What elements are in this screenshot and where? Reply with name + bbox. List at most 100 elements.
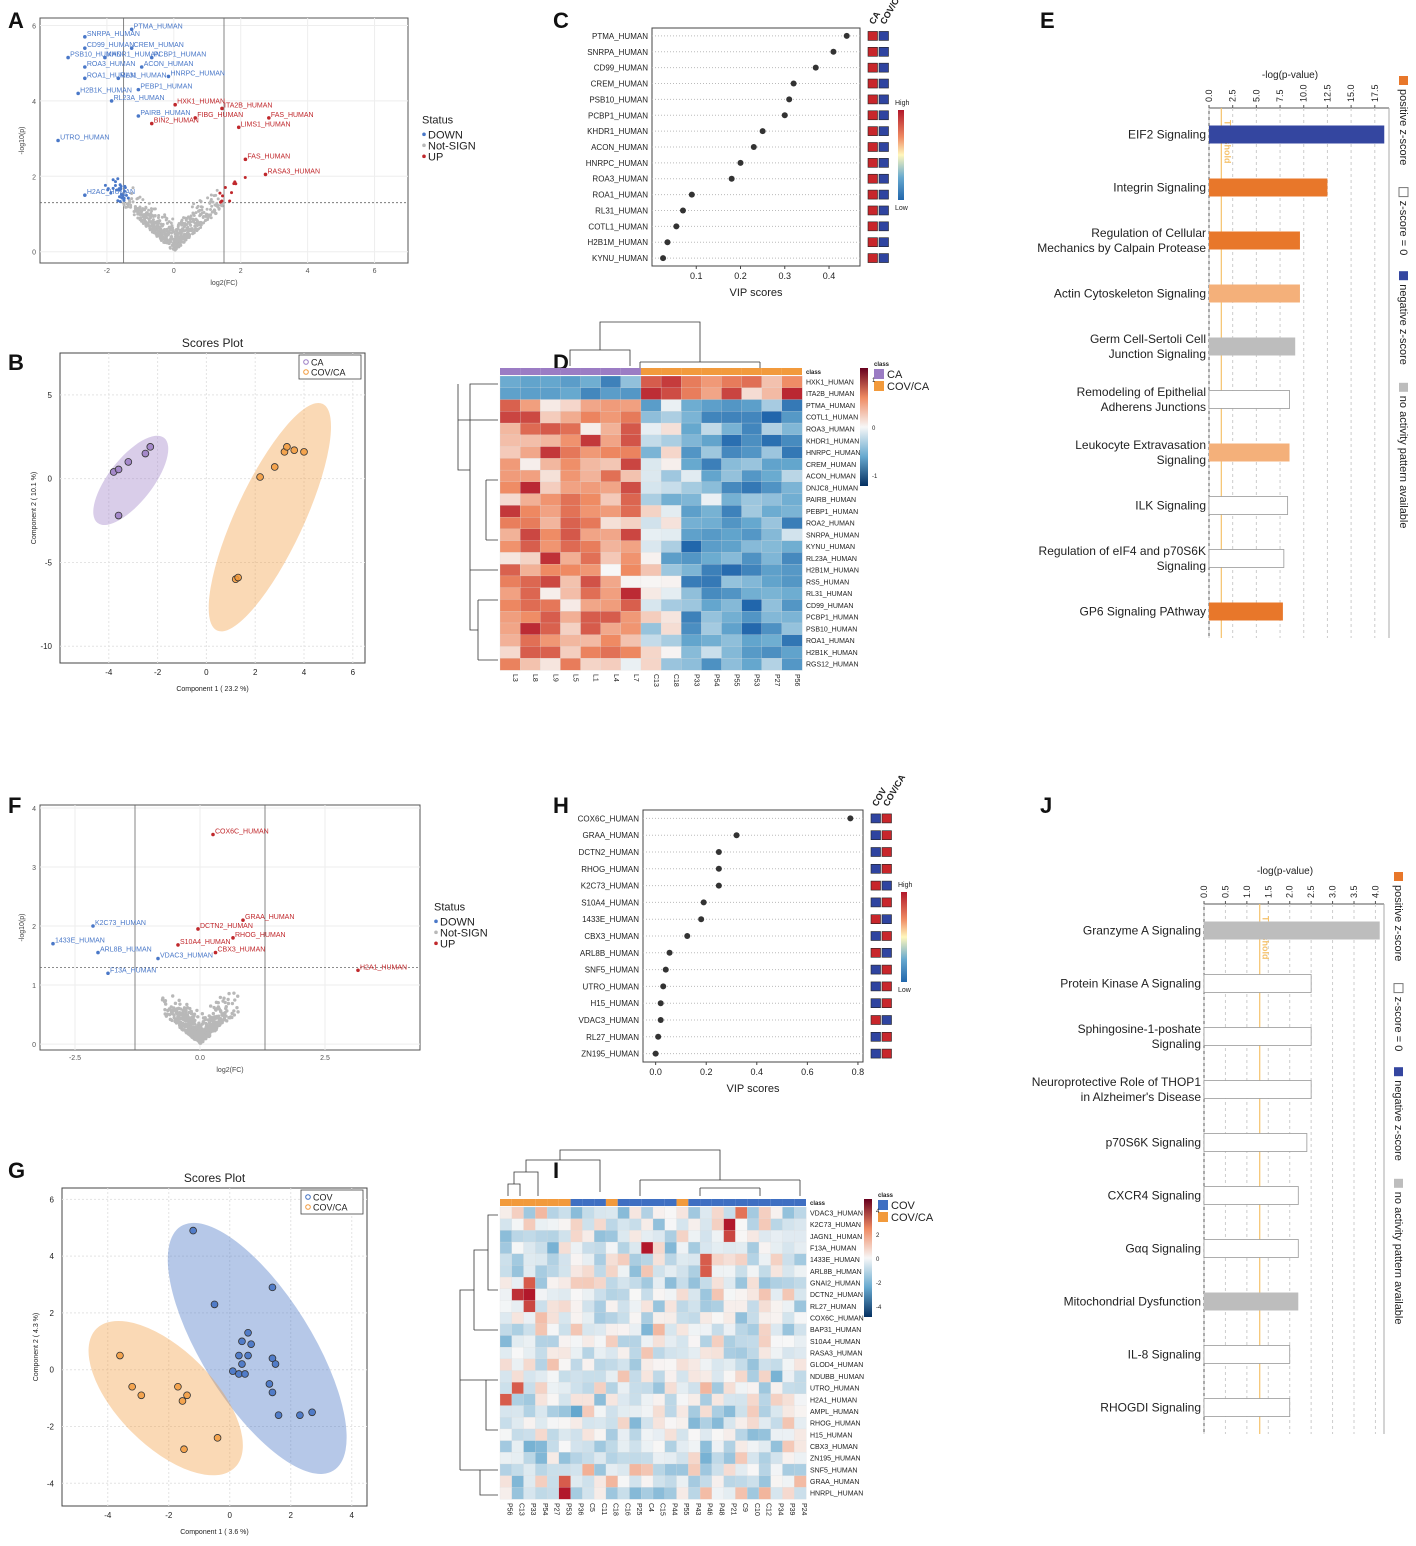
data-point [162, 240, 166, 244]
class-bar-cell [700, 1199, 712, 1206]
heatmap-cell [770, 1241, 783, 1255]
heatmap-cell [620, 434, 642, 447]
heatmap-cell [600, 399, 622, 412]
heatmap-cell [721, 387, 743, 400]
data-point [190, 1035, 194, 1039]
row-label: KHDR1_HUMAN [806, 438, 859, 445]
row-label: PCBP1_HUMAN [806, 615, 859, 622]
heatmap-cell [640, 469, 662, 483]
class-tile [870, 964, 881, 975]
heatmap-cell [617, 1475, 630, 1488]
score-point [234, 573, 242, 582]
heatmap-cell [558, 1311, 572, 1325]
heatmap-cell [558, 1347, 572, 1360]
heatmap-cell [758, 1218, 772, 1231]
x-tick-label: 0.0 [195, 1055, 205, 1062]
labeled-point [83, 35, 87, 39]
heatmap-cell [641, 1428, 654, 1442]
heatmap-cell [582, 1382, 595, 1395]
heatmap-cell [641, 1475, 654, 1488]
legend-marker [422, 132, 426, 137]
heatmap-cell [640, 646, 662, 659]
heatmap-cell [535, 1393, 548, 1406]
heatmap-cell [540, 493, 561, 506]
class-tile [881, 863, 892, 874]
heatmap-cell [723, 1276, 736, 1290]
heatmap-cell [681, 622, 702, 636]
color-scale-bar [864, 1199, 872, 1317]
heatmap-cell [640, 434, 662, 447]
heatmap-cell [741, 481, 763, 495]
heatmap-cell [794, 1323, 807, 1336]
row-label: ROA1_HUMAN [806, 638, 855, 645]
data-point [194, 1034, 199, 1039]
heatmap-cell [664, 1487, 677, 1500]
x-tick-label: 0.0 [649, 1067, 662, 1077]
x-tick-label: 2.5 [320, 1055, 330, 1062]
heatmap-cell [582, 1428, 595, 1442]
labeled-point [103, 55, 107, 60]
x-tick-label: 0 [204, 668, 209, 677]
heatmap-cell [523, 1206, 536, 1220]
category-label: GRAA_HUMAN [583, 831, 640, 840]
class-bar-cell [794, 1199, 806, 1206]
heatmap-cell [721, 516, 743, 530]
y-axis-label: Component 2 ( 10.1 %) [31, 472, 38, 544]
heatmap-cell [794, 1311, 807, 1325]
heatmap-cell [540, 516, 561, 530]
scale-tick-label: 2 [876, 1233, 880, 1239]
heatmap-cell [620, 528, 642, 542]
heatmap-cell [782, 1370, 795, 1383]
x-tick-label: 12.5 [1322, 84, 1332, 102]
heatmap-cell [699, 1440, 713, 1453]
heatmap-cell [770, 1265, 783, 1278]
heatmap-cell [782, 1300, 795, 1313]
heatmap-cell [499, 375, 521, 389]
class-bar-cell [781, 368, 802, 375]
column-label: L7 [632, 674, 639, 682]
column-label: P33 [692, 674, 699, 687]
heatmap-cell [721, 411, 743, 424]
heatmap-cell [605, 1452, 619, 1465]
heatmap-cell [652, 1347, 666, 1360]
heatmap-cell [660, 516, 682, 530]
heatmap-cell [794, 1276, 807, 1290]
data-point [115, 188, 119, 192]
heatmap-cell [701, 469, 722, 483]
pathway-label: RHOGDI Signaling [1100, 1401, 1201, 1415]
class-bar-cell [661, 368, 682, 375]
heatmap-cell [741, 658, 763, 671]
data-point [185, 223, 189, 227]
heatmap-cell [558, 1206, 572, 1220]
heatmap-cell [499, 552, 521, 565]
point-label: F13A_HUMAN [110, 967, 156, 974]
score-point [183, 1391, 191, 1400]
x-tick-label: 0.4 [823, 271, 836, 281]
heatmap-cell [620, 411, 642, 424]
heatmap-cell [594, 1475, 607, 1488]
class-tile [870, 914, 881, 925]
heatmap-cell [681, 611, 702, 624]
pathway-label: Adherens Junctions [1101, 400, 1206, 414]
heatmap-cell [721, 658, 743, 671]
heatmap-cell [600, 458, 622, 471]
heatmap-cell [660, 375, 682, 389]
heatmap-cell [523, 1358, 536, 1371]
row-label: ZN195_HUMAN [810, 1456, 861, 1463]
heatmap-cell [641, 1206, 654, 1220]
vip-point [843, 32, 850, 39]
data-point [206, 1031, 210, 1035]
heatmap-cell [758, 1440, 772, 1453]
heatmap-cell [535, 1463, 548, 1477]
heatmap-cell [560, 399, 581, 412]
heatmap-cell [747, 1276, 760, 1290]
heatmap-cell [605, 1393, 619, 1406]
heatmap-cell [747, 1452, 760, 1465]
heatmap-cell [781, 516, 803, 530]
data-point [148, 226, 152, 230]
class-tile [870, 981, 881, 992]
class-tile [878, 189, 889, 200]
data-point [184, 1022, 188, 1026]
heatmap-cell [721, 422, 743, 436]
heatmap-cell [629, 1230, 642, 1243]
